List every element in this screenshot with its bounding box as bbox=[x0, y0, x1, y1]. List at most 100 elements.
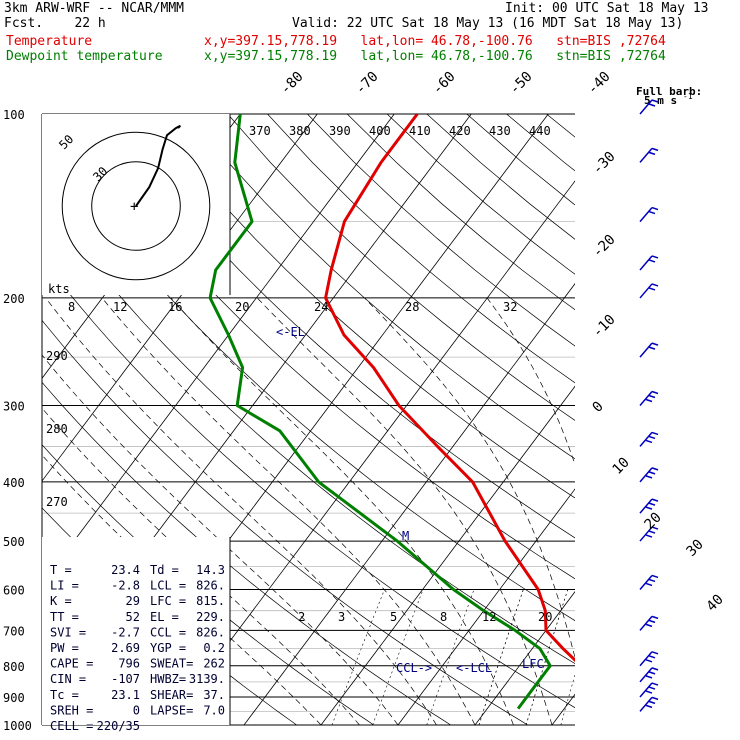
dry-adiabat-line bbox=[546, 114, 575, 138]
wind-barb bbox=[639, 467, 659, 483]
wind-barb bbox=[639, 651, 659, 667]
wind-barb bbox=[639, 682, 659, 698]
theta-e-label: 280 bbox=[46, 422, 68, 436]
dry-adiabat-line bbox=[42, 381, 451, 725]
wind-barb-flag bbox=[648, 103, 656, 107]
wind-barb-staff bbox=[639, 682, 653, 698]
isotherm-line bbox=[397, 488, 575, 725]
wind-barb-flag bbox=[645, 623, 653, 628]
mixing-ratio-top-label: 32 bbox=[503, 300, 517, 314]
wind-barb bbox=[639, 615, 659, 631]
wind-barb-flag bbox=[648, 435, 656, 440]
moist-adiabat-line bbox=[42, 454, 322, 725]
wind-barb bbox=[639, 498, 659, 514]
wind-barb-staff bbox=[639, 255, 653, 271]
pressure-tick-label: 100 bbox=[3, 108, 25, 122]
wind-barb-flag bbox=[648, 346, 656, 350]
dry-adiabat-line bbox=[42, 257, 575, 709]
temperature-legend-info: x,y=397.15,778.19 lat,lon= 46.78,-100.76… bbox=[204, 34, 666, 49]
wind-barb bbox=[639, 206, 659, 223]
dewpoint-profile bbox=[208, 114, 552, 710]
dry-adiabat-line bbox=[586, 114, 740, 725]
wind-barb-flag bbox=[645, 475, 653, 479]
theta-label: 440 bbox=[529, 124, 551, 138]
hodograph-ring bbox=[91, 161, 181, 251]
temperature-legend-label: Temperature bbox=[6, 34, 93, 49]
dry-adiabat-line bbox=[506, 114, 575, 172]
mixing-ratio-line bbox=[611, 590, 648, 726]
dry-adiabat-line bbox=[107, 114, 575, 539]
isotherm-label: -60 bbox=[430, 69, 459, 98]
wind-barb-staff bbox=[639, 431, 653, 447]
wind-barb-flag bbox=[648, 686, 656, 690]
wind-barb-flag bbox=[645, 704, 653, 709]
mixing-ratio-label: 8 bbox=[440, 610, 447, 624]
wind-barb-flag bbox=[645, 659, 653, 663]
hodograph-ring bbox=[61, 131, 211, 281]
forecast-hour: Fcst. 22 h bbox=[4, 16, 106, 31]
isotherm-line bbox=[629, 114, 740, 725]
hodograph-trace bbox=[135, 124, 182, 207]
theta-e-label: 270 bbox=[46, 495, 68, 509]
wind-barb-flag bbox=[651, 206, 659, 211]
wind-barb-flag bbox=[651, 526, 659, 530]
wind-barb-staff bbox=[639, 467, 653, 483]
wind-barb-flag bbox=[648, 655, 656, 659]
wind-barb-staff bbox=[639, 526, 653, 542]
wind-barb-flag bbox=[648, 259, 656, 263]
pressure-tick-label: 300 bbox=[3, 400, 25, 414]
wind-barb-staff bbox=[639, 651, 653, 667]
pressure-tick-label: 400 bbox=[3, 476, 25, 490]
wind-barb-staff bbox=[639, 342, 653, 358]
level-marker-el: <-EL bbox=[276, 325, 305, 339]
wind-barb-flag bbox=[651, 99, 659, 103]
theta-label: 430 bbox=[489, 124, 511, 138]
level-marker-m: M bbox=[402, 529, 409, 543]
wind-barb-flag bbox=[648, 619, 656, 624]
wind-barb-flag bbox=[648, 671, 656, 675]
wind-barb-flag bbox=[651, 283, 659, 287]
pressure-tick-label: 500 bbox=[3, 535, 25, 549]
hodograph-units: kts bbox=[48, 282, 70, 296]
valid-time: Valid: 22 UTC Sat 18 May 13 (16 MDT Sat … bbox=[292, 16, 684, 31]
wind-barb-flag bbox=[651, 342, 659, 346]
isotherm-line bbox=[42, 114, 318, 482]
level-marker-lfc: LFC bbox=[522, 657, 544, 671]
wind-barb-flag bbox=[651, 431, 659, 436]
wind-key-value: 5 m s bbox=[644, 94, 677, 107]
mixing-ratio-line bbox=[631, 590, 666, 726]
wind-barb-staff bbox=[639, 574, 653, 590]
wind-barb-flag bbox=[648, 700, 656, 705]
wind-barb-staff bbox=[639, 667, 653, 683]
isotherm-line bbox=[243, 282, 575, 725]
isotherm-line bbox=[474, 591, 575, 725]
hodograph-origin: + bbox=[130, 199, 138, 215]
wind-barb-staff bbox=[639, 207, 653, 223]
mixing-ratio-top-label: 28 bbox=[405, 300, 419, 314]
wind-barb-flag bbox=[645, 439, 653, 444]
wind-barb-staff bbox=[639, 615, 653, 631]
isotherm-label: -20 bbox=[590, 232, 619, 261]
dry-adiabat-line bbox=[227, 114, 575, 421]
wind-barb-flag bbox=[645, 398, 653, 403]
dry-adiabat-line bbox=[187, 114, 575, 460]
isotherm-label: 40 bbox=[704, 592, 727, 615]
wind-barb bbox=[639, 526, 659, 542]
dewpoint-legend-info: x,y=397.15,778.19 lat,lon= 46.78,-100.76… bbox=[204, 49, 666, 64]
isotherm-label: -30 bbox=[590, 149, 619, 178]
dry-adiabat-line bbox=[466, 114, 575, 206]
isotherm-label: -50 bbox=[507, 69, 536, 98]
wind-barb-flag bbox=[648, 471, 656, 475]
wind-barb bbox=[639, 667, 659, 683]
wind-barb-flag bbox=[648, 151, 656, 156]
mixing-ratio-line bbox=[426, 589, 475, 725]
wind-barb-flag bbox=[651, 615, 659, 620]
wind-barb-staff bbox=[639, 283, 653, 299]
isotherm-label: -70 bbox=[353, 69, 382, 98]
wind-barb bbox=[639, 283, 659, 299]
wind-barb-flag bbox=[648, 502, 656, 506]
mixing-ratio-line bbox=[331, 589, 385, 725]
theta-label: 380 bbox=[289, 124, 311, 138]
theta-label: 370 bbox=[249, 124, 271, 138]
wind-barb-flag bbox=[651, 467, 659, 471]
